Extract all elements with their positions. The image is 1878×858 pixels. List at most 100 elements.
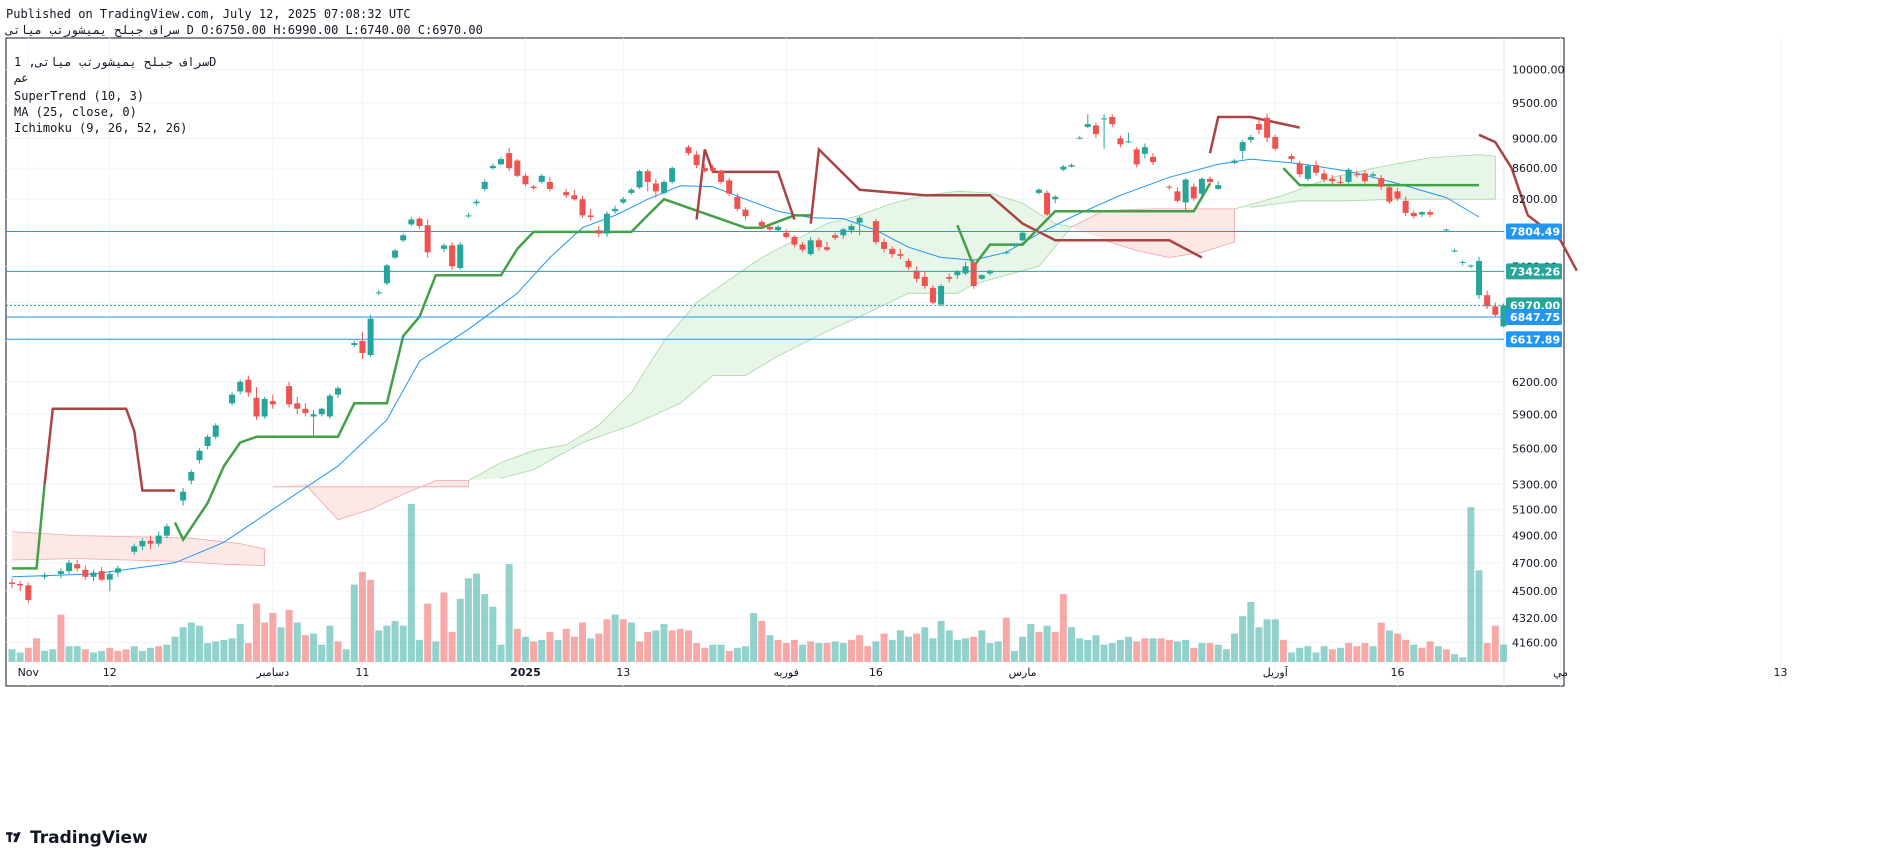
candle-body xyxy=(1239,142,1246,151)
candle-body xyxy=(1150,156,1156,163)
legend-ichimoku[interactable]: Ichimoku (9, 26, 52, 26) xyxy=(14,121,188,135)
candle xyxy=(1239,139,1246,160)
candle-body xyxy=(758,221,765,227)
candle-body xyxy=(848,226,855,231)
candle xyxy=(1011,243,1018,248)
volume-bar xyxy=(73,646,81,662)
volume-bar xyxy=(65,646,73,662)
candle xyxy=(1313,160,1319,176)
candle xyxy=(1182,178,1189,212)
volume-bar xyxy=(888,639,896,662)
candle xyxy=(1247,134,1254,143)
price-tick-label: 4320.00 xyxy=(1512,612,1558,625)
price-tick-label: 5300.00 xyxy=(1512,478,1558,491)
candle-body xyxy=(1321,173,1328,180)
candle xyxy=(1386,185,1393,205)
candle xyxy=(1003,250,1010,255)
candle-body xyxy=(840,229,847,236)
candle-body xyxy=(1092,125,1099,135)
candle xyxy=(832,232,839,241)
candle xyxy=(1288,153,1295,163)
volume-bar xyxy=(1499,644,1507,662)
legend-symbol: سراف جبلح يميشورتب مياتى, 1D xyxy=(14,55,217,69)
legend-ma[interactable]: MA (25, close, 0) xyxy=(14,105,137,119)
volume-bar xyxy=(32,638,40,662)
candle xyxy=(9,578,15,589)
candle-body xyxy=(766,226,773,230)
candle-body xyxy=(1060,166,1067,170)
volume-bar xyxy=(619,619,627,662)
legend-supertrend[interactable]: SuperTrend (10, 3) xyxy=(14,89,145,103)
volume-bar xyxy=(179,627,187,662)
volume-bar xyxy=(138,650,146,662)
candle-body xyxy=(701,168,708,172)
volume-bar xyxy=(733,647,741,662)
candle xyxy=(1125,132,1132,143)
volume-bar xyxy=(1010,650,1018,662)
candle-body xyxy=(1361,173,1368,182)
price-badge: 7804.49 xyxy=(1506,223,1562,240)
candle-body xyxy=(987,270,993,274)
candle-body xyxy=(734,196,741,209)
candle xyxy=(1198,177,1205,197)
candle xyxy=(1492,302,1499,317)
candle-body xyxy=(375,292,382,294)
candle xyxy=(1345,168,1352,184)
candles xyxy=(9,113,1507,603)
volume-bar xyxy=(595,633,603,662)
candle-body xyxy=(693,154,700,166)
candle xyxy=(1141,143,1148,159)
volume-bar xyxy=(1116,639,1124,662)
candle-body xyxy=(685,147,692,154)
candle xyxy=(440,243,447,253)
volume-bar xyxy=(627,622,635,662)
price-badge-label: 7342.26 xyxy=(1510,265,1560,278)
candle xyxy=(1092,122,1099,138)
candle xyxy=(978,274,985,280)
volume-bar xyxy=(1353,646,1361,662)
candle xyxy=(693,150,700,169)
candle-body xyxy=(628,189,635,193)
volume-bar xyxy=(921,627,929,662)
volume-bar xyxy=(929,638,937,662)
volume-bar xyxy=(1084,639,1092,662)
volume-bar xyxy=(652,630,660,662)
candle xyxy=(1150,153,1156,166)
candle xyxy=(335,386,341,398)
volume-bar xyxy=(579,622,586,662)
candle-body xyxy=(1011,244,1018,246)
candle xyxy=(367,314,374,358)
candle-body xyxy=(139,540,146,547)
volume-bar xyxy=(1361,643,1369,662)
volume-bar xyxy=(399,625,407,662)
candle-body xyxy=(212,425,219,437)
volume-bar xyxy=(799,644,807,662)
candle-body xyxy=(1313,165,1319,173)
candle-body xyxy=(1019,232,1026,241)
candle-body xyxy=(359,341,366,354)
volume-bar xyxy=(1410,644,1418,662)
volume-bar xyxy=(513,628,521,662)
price-tick-label: 4500.00 xyxy=(1512,585,1558,598)
candle-body xyxy=(229,394,236,404)
volume-bar xyxy=(1247,601,1255,662)
volume-bar xyxy=(994,641,1002,662)
volume-bar xyxy=(750,613,758,662)
candle xyxy=(286,381,293,408)
volume-bar xyxy=(1149,638,1157,662)
candle xyxy=(163,523,170,539)
volume-bars xyxy=(8,504,1507,662)
candle-body xyxy=(1288,156,1295,160)
price-badge: 6617.89 xyxy=(1506,331,1562,348)
volume-bar xyxy=(1051,631,1059,662)
volume-bar xyxy=(464,578,472,662)
volume-bar xyxy=(1239,616,1247,662)
time-tick-label: 16 xyxy=(1391,666,1405,679)
candle-body xyxy=(1166,186,1173,188)
candle xyxy=(66,560,73,574)
candle-body xyxy=(1443,229,1450,231)
volume-bar xyxy=(1002,617,1010,662)
volume-bar xyxy=(1263,619,1271,662)
price-badge-bg xyxy=(1506,331,1562,348)
